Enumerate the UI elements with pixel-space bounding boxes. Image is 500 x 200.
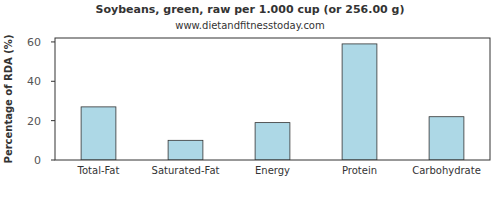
bar [342, 44, 377, 160]
chart-svg: Soybeans, green, raw per 1.000 cup (or 2… [0, 0, 500, 200]
y-tick [51, 120, 55, 121]
x-tick-label: Total-Fat [77, 165, 120, 176]
y-tick-label: 40 [27, 75, 41, 88]
bars [81, 44, 464, 160]
x-tick-label: Protein [342, 165, 377, 176]
x-tick-label: Energy [255, 165, 290, 176]
title: Soybeans, green, raw per 1.000 cup (or 2… [96, 3, 405, 16]
y-tick [51, 41, 55, 42]
x-tick-label: Saturated-Fat [152, 165, 220, 176]
y-axis-label: Percentage of RDA (%) [3, 35, 14, 164]
y-tick-label: 20 [27, 115, 41, 128]
y-tick-label: 60 [27, 36, 41, 49]
x-tick-label: Carbohydrate [412, 165, 481, 176]
y-tick [51, 160, 55, 161]
bar [81, 107, 116, 160]
bar [168, 140, 203, 160]
y-tick-label: 0 [34, 154, 41, 167]
subtitle: www.dietandfitnesstoday.com [175, 20, 324, 31]
chart-container: Soybeans, green, raw per 1.000 cup (or 2… [0, 0, 500, 200]
bar [255, 123, 290, 160]
bar [429, 117, 464, 160]
plot-frame [55, 38, 490, 160]
y-tick [51, 81, 55, 82]
